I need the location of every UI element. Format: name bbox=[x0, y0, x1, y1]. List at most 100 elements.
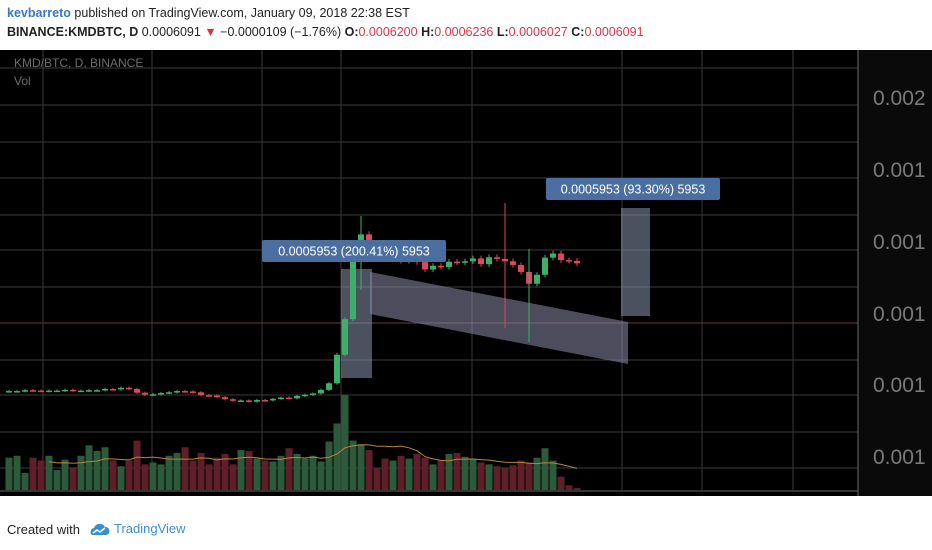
candle-body bbox=[302, 394, 308, 397]
y-tick-label: 0.001 bbox=[873, 446, 926, 469]
volume-bar bbox=[469, 458, 477, 490]
candle-body bbox=[254, 400, 260, 402]
volume-bar bbox=[541, 448, 549, 490]
volume-bar bbox=[157, 464, 165, 490]
candle-body bbox=[270, 398, 276, 401]
volume-bar bbox=[93, 451, 101, 490]
candle-body bbox=[54, 390, 60, 393]
candle-body bbox=[550, 253, 556, 258]
candle-body bbox=[454, 261, 460, 264]
volume-bar bbox=[221, 453, 229, 490]
volume-bar bbox=[229, 464, 237, 490]
volume-bar bbox=[69, 467, 77, 490]
volume-bar bbox=[445, 453, 453, 490]
callout-1-text: 0.0005953 (200.41%) 5953 bbox=[278, 245, 430, 259]
volume-bar bbox=[461, 456, 469, 490]
volume-bar bbox=[573, 488, 581, 490]
candle-body bbox=[286, 397, 292, 400]
close-value: 0.0006091 bbox=[584, 25, 644, 39]
callout-2-text: 0.0005953 (93.30%) 5953 bbox=[561, 183, 706, 197]
candle-body bbox=[230, 399, 236, 401]
y-axis-panel bbox=[858, 50, 932, 496]
ohlc-line: BINANCE:KMDBTC, D 0.0006091 ▼ −0.0000109… bbox=[7, 25, 644, 39]
candle-body bbox=[366, 234, 372, 244]
candle-body bbox=[238, 400, 244, 402]
last-price: 0.0006091 bbox=[141, 25, 201, 39]
candle-body bbox=[94, 390, 100, 392]
volume-bar bbox=[437, 460, 445, 490]
candle-body bbox=[150, 394, 156, 396]
low-label: L: bbox=[496, 25, 509, 39]
volume-bar bbox=[197, 452, 205, 490]
volume-bar bbox=[453, 452, 461, 490]
volume-bar bbox=[557, 476, 565, 490]
candle-body bbox=[78, 390, 84, 393]
tradingview-link[interactable]: TradingView bbox=[88, 520, 186, 536]
candle-body bbox=[438, 265, 444, 268]
volume-ma bbox=[48, 444, 578, 469]
chart-header: kevbarreto published on TradingView.com,… bbox=[0, 0, 932, 50]
y-tick-label: 0.001 bbox=[873, 159, 926, 182]
volume-bar bbox=[109, 460, 117, 490]
low-value: 0.0006027 bbox=[508, 25, 568, 39]
candle-body bbox=[294, 395, 300, 399]
volume-bar bbox=[333, 423, 341, 490]
watermark: KMD/BTC, D, BINANCE bbox=[14, 56, 143, 70]
candle-body bbox=[262, 400, 268, 402]
candle-body bbox=[166, 392, 172, 394]
volume-bar bbox=[317, 461, 325, 490]
chart-area[interactable]: 0.0020.0010.0010.0010.0010.00121Dec11192… bbox=[0, 50, 932, 509]
candle-body bbox=[190, 391, 196, 393]
candle-body bbox=[334, 354, 340, 384]
volume-bar bbox=[85, 445, 93, 490]
candle-body bbox=[422, 262, 428, 270]
candle-body bbox=[558, 253, 564, 261]
volume-bar bbox=[357, 444, 365, 490]
volume-bar bbox=[269, 461, 277, 490]
volume-bar bbox=[277, 455, 285, 490]
volume-bar bbox=[189, 460, 197, 490]
candle-body bbox=[318, 389, 324, 394]
volume-bar bbox=[173, 452, 181, 490]
footer: Created with TradingView bbox=[0, 510, 932, 550]
grid-lines bbox=[0, 50, 858, 490]
candle-body bbox=[134, 389, 140, 393]
volume-bars bbox=[5, 395, 581, 490]
volume-bar bbox=[533, 457, 541, 490]
price-change: −0.0000109 (−1.76%) bbox=[220, 25, 342, 39]
candle-body bbox=[14, 391, 20, 393]
created-with-text: Created with bbox=[7, 522, 80, 537]
candle-body bbox=[350, 257, 356, 320]
callout-2: 0.0005953 (93.30%) 5953 bbox=[546, 178, 720, 200]
y-tick-label: 0.001 bbox=[873, 374, 926, 397]
publish-line: kevbarreto published on TradingView.com,… bbox=[7, 6, 410, 20]
volume-bar bbox=[549, 460, 557, 490]
candle-body bbox=[30, 390, 36, 392]
volume-bar bbox=[509, 465, 517, 490]
volume-bar bbox=[501, 468, 509, 490]
volume-bar bbox=[213, 457, 221, 490]
volume-bar bbox=[421, 457, 429, 490]
down-arrow-icon: ▼ bbox=[204, 25, 217, 39]
candle-body bbox=[206, 395, 212, 397]
callout-1: 0.0005953 (200.41%) 5953 bbox=[262, 240, 446, 262]
price-chart[interactable]: 0.0020.0010.0010.0010.0010.00121Dec11192… bbox=[0, 50, 932, 509]
author-link[interactable]: kevbarreto bbox=[7, 6, 71, 20]
candles bbox=[6, 203, 580, 403]
candle-body bbox=[126, 387, 132, 390]
y-tick-label: 0.002 bbox=[873, 87, 926, 110]
candle-body bbox=[518, 264, 524, 272]
volume-bar bbox=[389, 460, 397, 490]
candle-body bbox=[182, 391, 188, 393]
candle-body bbox=[86, 390, 92, 392]
candle-body bbox=[118, 387, 124, 390]
candle-body bbox=[478, 258, 484, 265]
candle-body bbox=[462, 261, 468, 263]
candle-body bbox=[38, 390, 44, 393]
volume-bar bbox=[205, 464, 213, 490]
volume-bar bbox=[133, 440, 141, 490]
volume-bar bbox=[341, 395, 349, 490]
volume-ma-line bbox=[48, 444, 578, 469]
volume-bar bbox=[45, 455, 53, 490]
candle-body bbox=[446, 261, 452, 268]
